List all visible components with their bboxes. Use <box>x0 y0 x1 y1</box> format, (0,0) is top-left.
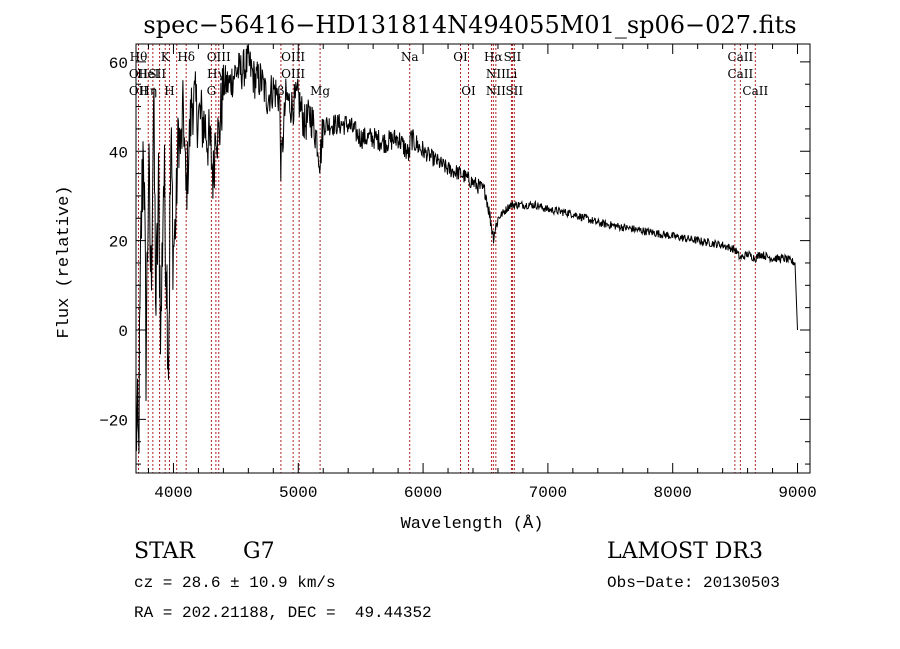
y-axis-label: Flux (relative) <box>55 185 74 338</box>
redshift-cz: cz = 28.6 ± 10.9 km/s <box>134 574 336 592</box>
spectral-line-label: OIII <box>281 50 305 64</box>
spectral-line-label: NII <box>486 84 506 98</box>
spectral-line-markers <box>137 44 756 473</box>
chart-title: spec−56416−HD131814N494055M01_sp06−027.f… <box>143 11 796 39</box>
x-tick-label: 4000 <box>154 484 192 502</box>
y-tick-label: 60 <box>109 55 128 73</box>
spectral-line-label: H <box>164 84 174 98</box>
object-subclass: G7 <box>243 539 275 564</box>
spectral-line-label: β <box>277 84 284 98</box>
y-tick-label: −20 <box>99 412 128 430</box>
spectral-line-label: SII <box>148 67 166 81</box>
spectral-line-label: Na <box>401 50 419 64</box>
obs-date: Obs−Date: 20130503 <box>607 574 780 592</box>
spectral-line-label: Mg <box>310 84 330 98</box>
spectral-line-label: OIII <box>207 50 231 64</box>
x-tick-label: 5000 <box>279 484 317 502</box>
x-tick-label: 9000 <box>778 484 816 502</box>
spectral-line-label: K <box>161 50 171 64</box>
x-tick-label: 7000 <box>529 484 567 502</box>
spectral-line-label: OII <box>129 67 149 81</box>
spectrum-chart: spec−56416−HD131814N494055M01_sp06−027.f… <box>55 11 817 534</box>
spectral-line-label: Hη <box>139 84 157 98</box>
spectral-line-label: HeI <box>137 67 160 81</box>
spectral-line-label: Li <box>506 67 518 81</box>
y-tick-label: 0 <box>118 323 128 341</box>
plot-frame <box>135 43 811 474</box>
spectral-line-label: Hθ <box>130 50 148 64</box>
spectral-line-label: CaII <box>727 67 753 81</box>
y-axis: −20 0 20 40 60 <box>99 55 810 465</box>
spectral-line-label: OI <box>453 50 468 64</box>
spectral-line-label: NII <box>486 67 506 81</box>
spectral-line-label: CaII <box>727 50 753 64</box>
x-axis: 4000 5000 6000 7000 8000 9000 <box>147 44 817 502</box>
spectral-line-label: SII <box>504 50 522 64</box>
spectral-line-label: SII <box>505 84 523 98</box>
object-class: STAR <box>134 539 195 564</box>
survey-name: LAMOST DR3 <box>607 539 763 564</box>
spectral-line-label: Hδ <box>177 50 195 64</box>
spectral-line-label: Hα <box>484 50 503 64</box>
x-axis-label: Wavelength (Å) <box>401 515 544 534</box>
spectral-line-label: CaII <box>742 84 768 98</box>
y-tick-label: 40 <box>109 144 128 162</box>
spectral-line-label: OIII <box>281 67 305 81</box>
x-tick-label: 6000 <box>404 484 442 502</box>
x-tick-label: 8000 <box>654 484 692 502</box>
spectrum-series-line <box>135 45 798 454</box>
coordinates: RA = 202.21188, DEC = 49.44352 <box>134 604 432 622</box>
spectral-line-label: G <box>207 84 217 98</box>
spectral-line-label: OI <box>461 84 476 98</box>
spectral-line-label: Hγ <box>207 67 225 81</box>
y-tick-label: 20 <box>109 234 128 252</box>
spectral-line-label: OII <box>129 84 149 98</box>
